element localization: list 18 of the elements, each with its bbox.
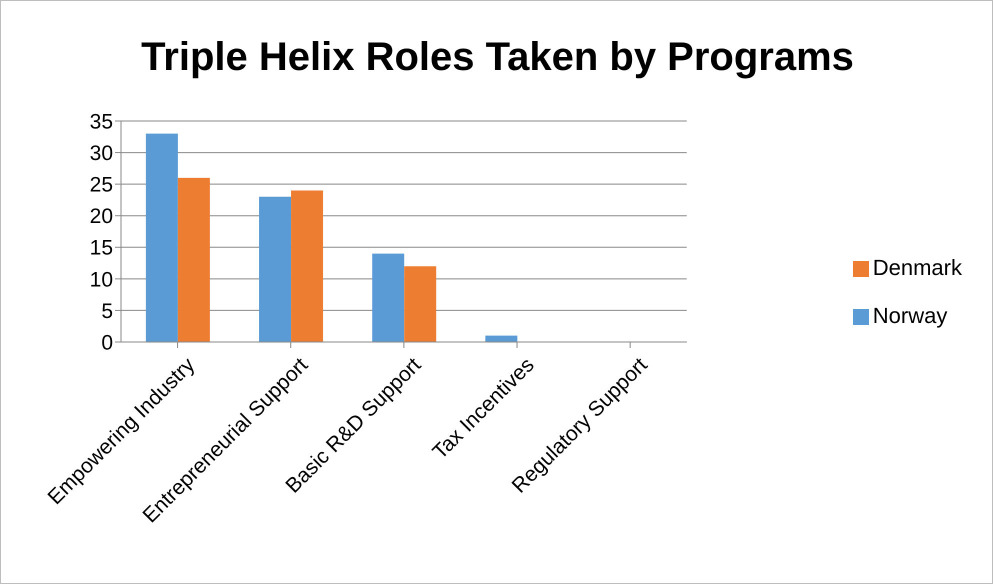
legend-label: Denmark <box>872 255 962 280</box>
y-tick-label: 35 <box>90 110 113 134</box>
bar <box>372 254 404 342</box>
bar <box>178 178 210 342</box>
bar <box>404 266 436 342</box>
bar <box>485 336 518 342</box>
legend-label: Norway <box>872 303 948 328</box>
y-tick-label: 20 <box>90 205 113 228</box>
y-tick-label: 25 <box>90 174 113 197</box>
chart-title: Triple Helix Roles Taken by Programs <box>140 35 855 80</box>
bar <box>291 190 324 342</box>
bar <box>259 196 292 342</box>
y-tick-label: 10 <box>90 268 113 292</box>
y-tick-label: 5 <box>101 300 113 323</box>
bar <box>146 134 178 342</box>
y-tick-label: 30 <box>90 142 113 166</box>
y-tick-label: 15 <box>90 236 113 260</box>
y-tick-label: 0 <box>101 331 113 354</box>
